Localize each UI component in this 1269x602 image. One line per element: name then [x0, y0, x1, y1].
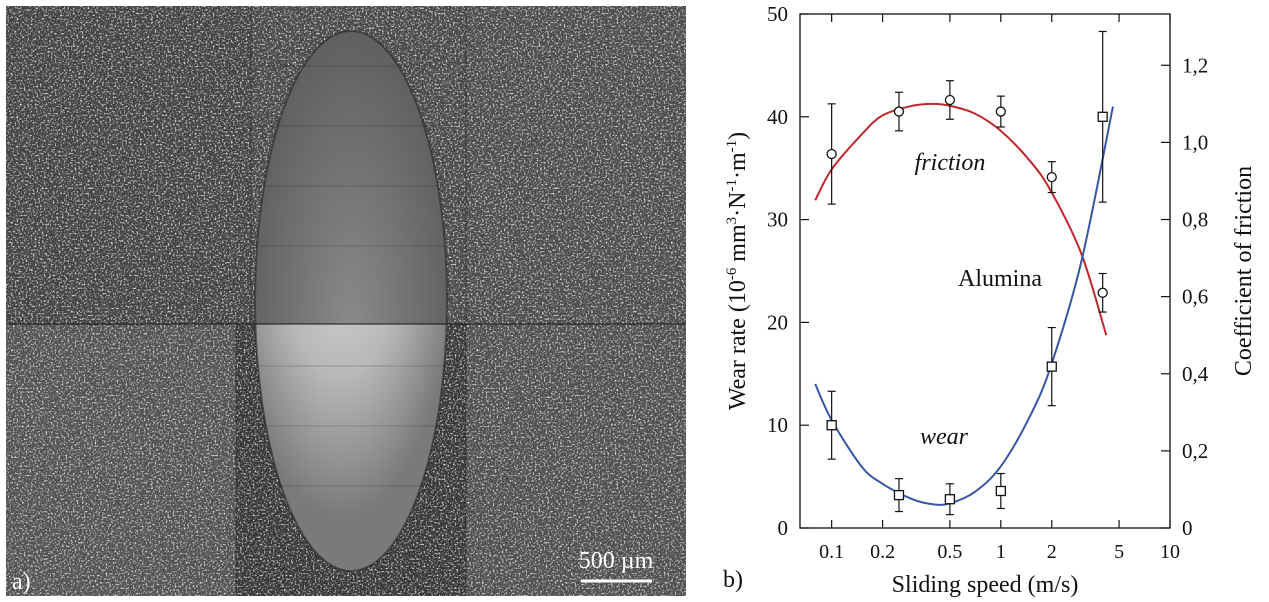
friction-point: [893, 106, 905, 117]
sem-micrograph-panel: 500 µm a): [6, 6, 686, 596]
chart-panel: 0.1 0.2 0.5 1 2 5 10 0 10 20 30 40 50 0 0,2 0,4 0,6 0,8 1,…: [695, 0, 1269, 602]
wear-fit-curve: [814, 106, 1114, 506]
wear-point: [944, 494, 956, 505]
friction-point: [995, 106, 1006, 117]
y-right-tick-label: 1,0: [1182, 130, 1208, 154]
friction-fit-curve: [814, 102, 1108, 336]
x-axis-title: Sliding speed (m/s): [892, 572, 1079, 598]
y-left-tick-label: 10: [767, 413, 788, 437]
y-left-tick-label: 50: [767, 2, 788, 26]
x-tick-label: 2: [1047, 541, 1057, 563]
sem-micrograph-image: 500 µm a): [6, 6, 686, 596]
x-tick-label: 0.2: [870, 541, 895, 563]
wear-annotation: wear: [920, 424, 969, 450]
y-right-tick-label: 0,6: [1182, 285, 1208, 309]
x-tick-label: 0.5: [937, 541, 962, 563]
scale-bar-label: 500 µm: [579, 548, 654, 574]
y-right-tick-label: 0,8: [1182, 208, 1208, 232]
y-left-tick-label: 20: [767, 310, 788, 334]
x-tick-label: 5: [1114, 541, 1124, 563]
x-tick-label: 0.1: [819, 541, 844, 563]
wear-point: [826, 420, 837, 431]
wear-point: [1097, 111, 1108, 122]
friction-annotation: friction: [915, 150, 986, 176]
y-right-tick-label: 0: [1182, 516, 1193, 540]
y-left-tick-label: 40: [767, 105, 788, 129]
wear-point: [995, 485, 1006, 497]
panel-a-label: a): [12, 569, 31, 595]
plot-frame: [799, 13, 1171, 529]
y-right-tick-label: 1,2: [1182, 53, 1208, 77]
wear-point: [1046, 361, 1057, 372]
x-tick-label: 10: [1160, 541, 1180, 563]
panel-b-label: b): [723, 567, 743, 593]
y-left-tick-label: 0: [778, 516, 789, 540]
wear-point: [893, 489, 905, 501]
x-tick-label: 1: [996, 541, 1006, 563]
friction-point: [944, 94, 956, 106]
friction-point: [1097, 287, 1108, 298]
wear-friction-chart: 0.1 0.2 0.5 1 2 5 100102030405000,20,40,60,81,…: [723, 2, 1257, 598]
y-axis-right-title: Coefficient of friction: [1231, 166, 1257, 376]
y-axis-left-title: Wear rate (10-6 mm3·N-1·m-1): [724, 132, 751, 410]
friction-point: [826, 148, 837, 160]
friction-point: [1046, 171, 1057, 183]
y-left-tick-label: 30: [767, 208, 788, 232]
y-right-tick-label: 0,4: [1182, 362, 1209, 386]
y-right-tick-label: 0,2: [1182, 439, 1208, 463]
material-label: Alumina: [958, 266, 1042, 292]
